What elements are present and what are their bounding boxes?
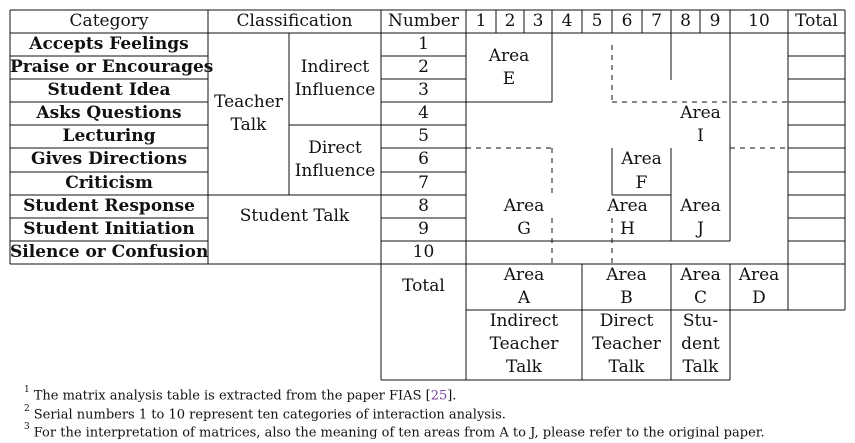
header-col-8: 8 — [680, 11, 691, 31]
footnote-3-text: For the interpretation of matrices, also… — [33, 425, 765, 441]
footnote-1-citation[interactable]: 25 — [430, 388, 448, 404]
matrix-area-lines — [381, 33, 845, 381]
class-student-talk: Student Talk — [239, 206, 350, 226]
header-col-9: 9 — [709, 11, 721, 31]
total-label: Total — [402, 276, 445, 296]
bottom-direct-3: Talk — [608, 357, 645, 377]
category-praise: Praise or Encourages — [10, 57, 214, 77]
footnote-3: 3 For the interpretation of matrices, als… — [24, 421, 765, 441]
area-h-label: Area — [607, 196, 648, 216]
area-f-letter: F — [635, 173, 648, 193]
header-number: Number — [387, 11, 459, 31]
bottom-direct-2: Teacher — [592, 334, 661, 354]
area-j-letter: J — [697, 219, 704, 239]
footnote-1-mark: 1 — [24, 385, 30, 395]
category-student-initiation: Student Initiation — [23, 219, 195, 239]
footnote-2: 2 Serial numbers 1 to 10 represent ten ca… — [24, 403, 506, 423]
number-7: 7 — [418, 173, 429, 193]
header-col-7: 7 — [651, 11, 662, 31]
number-5: 5 — [418, 126, 429, 146]
class-teacher-label: Teacher — [214, 92, 283, 112]
bottom-indirect-2: Teacher — [489, 334, 559, 354]
area-b-label: Area — [606, 265, 647, 285]
header-total: Total — [795, 11, 838, 31]
header-col-1: 1 — [475, 11, 487, 31]
header-col-4: 4 — [561, 11, 573, 31]
number-2: 2 — [418, 57, 429, 77]
category-gives-directions: Gives Directions — [30, 149, 188, 169]
header-classification: Classification — [236, 11, 353, 31]
bottom-student-1: Stu- — [682, 311, 719, 331]
class-indirect-influence-label: Influence — [294, 80, 376, 100]
class-direct-label: Direct — [308, 138, 362, 158]
bottom-indirect-1: Indirect — [489, 311, 559, 331]
class-direct-influence-label: Influence — [294, 161, 376, 181]
area-i-letter: I — [697, 126, 704, 146]
bottom-indirect-3: Talk — [506, 357, 542, 377]
header-col-2: 2 — [504, 11, 516, 31]
footnote-1-text: The matrix analysis table is extracted f… — [33, 388, 431, 404]
footnote-1-end: ]. — [447, 388, 457, 404]
bottom-student-3: Talk — [682, 357, 719, 377]
category-criticism: Criticism — [65, 173, 153, 193]
number-3: 3 — [418, 80, 429, 100]
header-category: Category — [69, 11, 149, 31]
number-1: 1 — [418, 34, 429, 54]
area-e-label: Area — [488, 46, 530, 66]
number-6: 6 — [418, 149, 429, 169]
area-c-label: Area — [680, 265, 721, 285]
area-d-letter: D — [752, 288, 766, 308]
header-col-6: 6 — [621, 11, 633, 31]
category-silence: Silence or Confusion — [10, 242, 209, 262]
number-8: 8 — [418, 196, 429, 216]
number-9: 9 — [418, 219, 429, 239]
number-10: 10 — [412, 242, 435, 262]
area-h-letter: H — [620, 219, 635, 239]
area-e-letter: E — [502, 69, 516, 89]
area-c-letter: C — [693, 288, 707, 308]
category-lecturing: Lecturing — [62, 126, 156, 146]
matrix-header-lines — [466, 9, 846, 310]
footnote-3-mark: 3 — [24, 422, 30, 432]
area-g-label: Area — [503, 196, 545, 216]
area-d-label: Area — [738, 265, 780, 285]
area-a-label: Area — [503, 265, 545, 285]
bottom-direct-1: Direct — [599, 311, 654, 331]
category-accepts-feelings: Accepts Feelings — [29, 34, 189, 54]
class-indirect-label: Indirect — [300, 57, 370, 77]
footnote-2-text: Serial numbers 1 to 10 represent ten cat… — [33, 407, 506, 423]
footnote-1: 1 The matrix analysis table is extracted … — [24, 384, 456, 404]
footnote-2-mark: 2 — [24, 404, 30, 414]
bottom-student-2: dent — [681, 334, 720, 354]
area-g-letter: G — [517, 219, 531, 239]
area-i-label: Area — [680, 103, 721, 123]
area-f-label: Area — [621, 149, 662, 169]
category-asks-questions: Asks Questions — [36, 103, 182, 123]
matrix-dashed-lines — [466, 45, 788, 264]
category-student-idea: Student Idea — [47, 80, 171, 100]
area-a-letter: A — [517, 288, 531, 308]
header-col-5: 5 — [591, 11, 603, 31]
class-talk-label: Talk — [230, 115, 267, 135]
category-student-response: Student Response — [23, 196, 195, 216]
area-j-label: Area — [680, 196, 721, 216]
left-grid-lines — [9, 9, 467, 380]
area-b-letter: B — [620, 288, 633, 308]
header-col-3: 3 — [532, 11, 544, 31]
header-col-10: 10 — [748, 11, 770, 31]
number-4: 4 — [418, 103, 429, 123]
